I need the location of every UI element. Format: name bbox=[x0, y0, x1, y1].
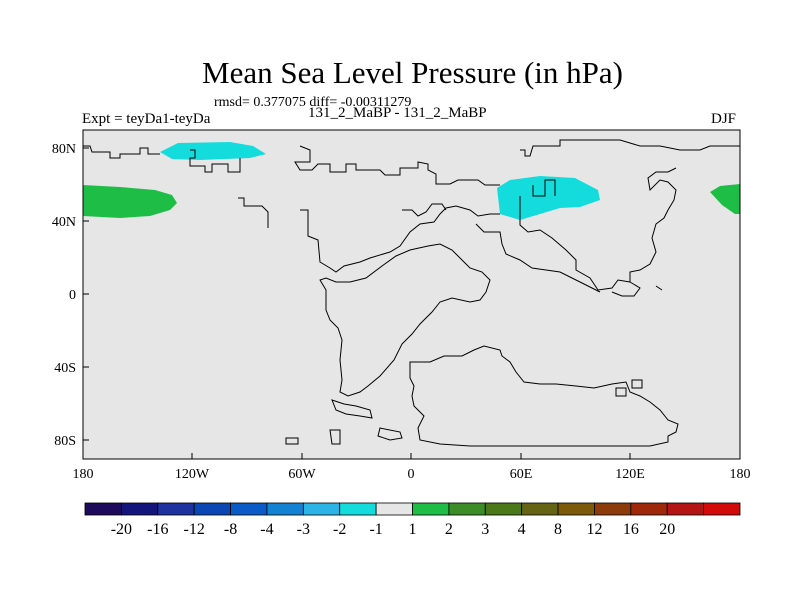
coastline-north-laurasia bbox=[83, 139, 740, 186]
colorbar-swatch bbox=[120, 502, 159, 516]
colorbar-label: -12 bbox=[184, 521, 205, 538]
lat-tick-labels: 80N 40N 0 40S 80S bbox=[52, 142, 76, 449]
colorbar-label: 8 bbox=[554, 521, 562, 538]
colorbar-swatch bbox=[521, 502, 559, 516]
colorbar-swatch bbox=[339, 502, 377, 516]
colorbar-label: -2 bbox=[333, 521, 346, 538]
anomaly-region-siberia-low bbox=[497, 176, 600, 220]
colorbar-swatch bbox=[666, 502, 705, 516]
lon-tick-labels: 180 120W 60W 0 60E 120E 180 bbox=[73, 467, 751, 482]
plot-title: Mean Sea Level Pressure (in hPa) bbox=[202, 55, 623, 90]
colorbar-swatch bbox=[375, 502, 413, 516]
lat-tick-40N: 40N bbox=[52, 215, 76, 230]
lon-tick-180w: 180 bbox=[73, 467, 94, 482]
coastlines bbox=[83, 139, 740, 447]
experiment-label: Expt = teyDa1-teyDa bbox=[82, 111, 211, 127]
colorbar-swatch bbox=[448, 502, 486, 516]
anomaly-region-east-edge-high bbox=[710, 184, 740, 214]
colorbar-swatch bbox=[302, 502, 341, 516]
stats-line: rmsd= 0.377075 diff= -0.00311279 bbox=[214, 95, 412, 110]
lat-tick-80S: 80S bbox=[54, 434, 76, 449]
colorbar-swatch bbox=[630, 502, 668, 516]
colorbar-label: 4 bbox=[518, 521, 526, 538]
map-background bbox=[83, 130, 740, 459]
lon-tick-120w: 120W bbox=[175, 467, 210, 482]
colorbar-swatch bbox=[193, 502, 231, 516]
colorbar-label: 1 bbox=[409, 521, 417, 538]
colorbar-label: -20 bbox=[111, 521, 132, 538]
tick-marks bbox=[83, 147, 631, 459]
colorbar-label: -16 bbox=[147, 521, 168, 538]
coastline-small-islands bbox=[285, 379, 643, 445]
coastline-gondwana-west bbox=[319, 243, 491, 397]
colorbar-label: 3 bbox=[481, 521, 489, 538]
anomaly-shading bbox=[83, 142, 740, 220]
colorbar-label: -8 bbox=[224, 521, 237, 538]
lat-tick-40S: 40S bbox=[54, 361, 76, 376]
colorbar-swatch bbox=[557, 502, 595, 516]
anomaly-region-west-edge-high bbox=[83, 185, 177, 218]
colorbar-label: 16 bbox=[623, 521, 639, 538]
lon-tick-180e: 180 bbox=[730, 467, 751, 482]
colorbar-swatch bbox=[412, 502, 450, 516]
colorbar-label: -1 bbox=[369, 521, 382, 538]
coastline-ural-seaway bbox=[519, 167, 677, 297]
colorbar-swatch bbox=[703, 502, 741, 516]
colorbar-swatch bbox=[266, 502, 304, 516]
colorbar-swatch bbox=[484, 502, 523, 516]
colorbar-label: -4 bbox=[260, 521, 273, 538]
colorbar-label: -3 bbox=[297, 521, 310, 538]
subtitle: 131_2_MaBP - 131_2_MaBP bbox=[308, 105, 487, 121]
season-label: DJF bbox=[711, 111, 737, 127]
coastline-gondwana-south bbox=[409, 345, 679, 447]
lon-tick-60w: 60W bbox=[288, 467, 316, 482]
colorbar-swatch bbox=[594, 502, 632, 516]
colorbar-swatch bbox=[84, 502, 122, 516]
colorbar-label: 2 bbox=[445, 521, 453, 538]
lon-tick-60e: 60E bbox=[510, 467, 533, 482]
lon-tick-0: 0 bbox=[408, 467, 415, 482]
lat-tick-0: 0 bbox=[69, 288, 76, 303]
lat-tick-80N: 80N bbox=[52, 142, 76, 157]
anomaly-region-north-atlantic-low bbox=[160, 142, 266, 160]
colorbar-label: 20 bbox=[659, 521, 675, 538]
colorbar-swatch bbox=[157, 502, 195, 516]
colorbar-swatch bbox=[230, 502, 268, 516]
colorbar-label: 12 bbox=[586, 521, 602, 538]
coastline-tethys-north bbox=[238, 197, 601, 293]
colorbar: -20 -16 -12 -8 -4 -3 -2 -1 1 2 3 4 8 12 16 20 bbox=[84, 502, 741, 538]
lon-tick-120e: 120E bbox=[615, 467, 645, 482]
